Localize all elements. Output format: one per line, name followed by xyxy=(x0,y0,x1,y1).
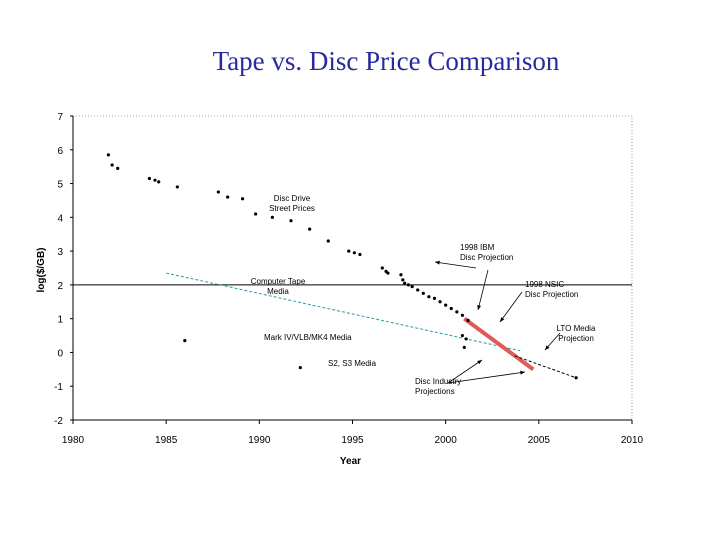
arrow-head xyxy=(520,370,525,375)
y-tick-label: -1 xyxy=(54,382,63,393)
data-point xyxy=(438,300,442,304)
trend-line xyxy=(166,272,521,352)
y-tick-label: 4 xyxy=(57,213,63,224)
annotation-text: 1998 NSIC xyxy=(525,280,564,289)
annotation-arrow xyxy=(434,260,477,269)
arrow-head xyxy=(477,360,482,365)
data-point xyxy=(116,166,120,170)
y-tick-label: 1 xyxy=(57,315,63,326)
data-point xyxy=(298,366,302,370)
data-point xyxy=(216,190,220,194)
data-point xyxy=(183,339,187,343)
plot-area-border xyxy=(72,115,633,421)
annotation-text: Street Prices xyxy=(269,204,315,213)
data-point xyxy=(380,266,384,270)
data-point xyxy=(432,296,437,300)
y-tick-label: -2 xyxy=(54,416,63,427)
y-axis-title: log($/GB) xyxy=(36,248,47,293)
annotation-arrow xyxy=(544,332,561,351)
annotation-text: Disc Drive xyxy=(274,194,311,203)
data-point xyxy=(455,310,459,314)
y-tick-label: 6 xyxy=(57,146,63,157)
data-point xyxy=(254,212,258,216)
chart-title: Tape vs. Disc Price Comparison xyxy=(212,46,560,76)
data-point xyxy=(358,252,362,257)
annotation-arrow xyxy=(499,291,523,323)
data-point xyxy=(106,153,111,157)
annotation-text: Disc Industry xyxy=(415,377,461,386)
x-tick-label: 1985 xyxy=(155,435,178,446)
data-point xyxy=(421,291,425,295)
data-point xyxy=(147,176,151,181)
x-tick-label: 1995 xyxy=(341,435,364,446)
annotation-text: Projections xyxy=(415,387,455,396)
annotation-text: Computer Tape xyxy=(251,277,306,286)
y-tick-label: 5 xyxy=(57,180,63,191)
x-axis-title: Year xyxy=(340,456,361,467)
y-tick-label: 3 xyxy=(57,247,63,258)
data-point xyxy=(153,178,157,182)
y-tick-label: 2 xyxy=(57,281,63,292)
arrow-head xyxy=(477,305,482,310)
data-point xyxy=(352,251,356,255)
data-point xyxy=(386,271,390,275)
data-point xyxy=(175,185,179,189)
arrow-head xyxy=(545,345,550,350)
annotation-text: Mark IV/VLB/MK4 Media xyxy=(264,333,352,342)
data-point xyxy=(449,306,453,311)
annotation-text: Disc Projection xyxy=(460,253,513,262)
trend-line xyxy=(463,317,535,371)
data-point xyxy=(110,163,114,167)
annotation-text: 1998 IBM xyxy=(460,243,495,252)
data-point xyxy=(444,303,448,307)
annotation-arrow xyxy=(447,370,526,384)
x-tick-label: 2000 xyxy=(435,435,458,446)
data-point xyxy=(289,219,293,223)
data-point xyxy=(416,288,420,292)
arrow-line xyxy=(447,371,526,384)
data-point xyxy=(574,376,578,380)
data-point xyxy=(460,333,465,338)
data-point xyxy=(157,180,161,184)
annotation-arrow xyxy=(447,359,483,384)
arrow-line xyxy=(477,269,489,311)
arrow-head xyxy=(435,260,440,265)
data-point xyxy=(308,227,312,231)
trend-line xyxy=(514,355,577,379)
data-point xyxy=(226,195,230,199)
x-tick-label: 2010 xyxy=(621,435,644,446)
data-point xyxy=(410,284,414,289)
data-point xyxy=(403,281,407,285)
data-point xyxy=(326,239,330,243)
x-tick-label: 2005 xyxy=(528,435,551,446)
data-point xyxy=(399,273,403,277)
data-point xyxy=(240,197,245,201)
x-tick-label: 1980 xyxy=(62,435,85,446)
annotation-arrow xyxy=(477,269,489,311)
data-point xyxy=(406,283,410,287)
data-point xyxy=(401,278,405,282)
annotation-text: LTO Media xyxy=(557,324,596,333)
arrow-line xyxy=(434,261,477,269)
y-tick-label: 0 xyxy=(57,348,63,359)
data-point xyxy=(460,313,465,317)
annotation-text: Disc Projection xyxy=(525,290,578,299)
x-tick-label: 1990 xyxy=(248,435,271,446)
annotation-text: Projection xyxy=(558,334,594,343)
data-point xyxy=(270,215,274,219)
arrow-line xyxy=(499,291,523,323)
data-point xyxy=(464,337,468,341)
arrow-line xyxy=(447,359,483,384)
data-point xyxy=(466,318,470,322)
annotation-text: Media xyxy=(267,287,289,296)
arrow-head xyxy=(500,317,505,322)
y-tick-label: 7 xyxy=(57,112,63,123)
annotation-text: S2, S3 Media xyxy=(328,359,377,368)
data-point xyxy=(427,295,431,299)
data-point xyxy=(347,249,351,253)
data-point xyxy=(462,345,466,349)
